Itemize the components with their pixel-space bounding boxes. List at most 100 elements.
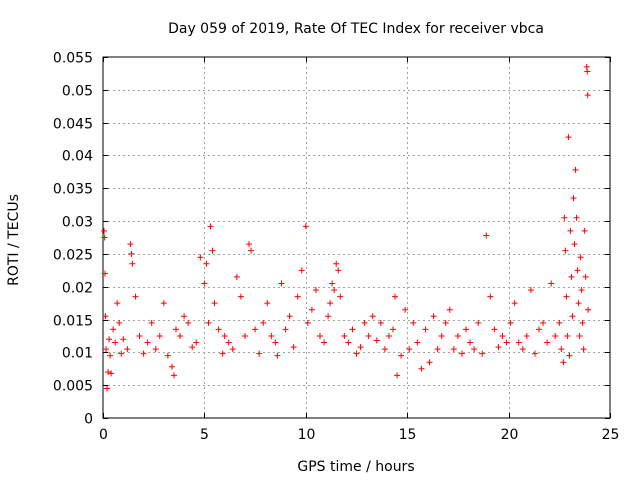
data-points (101, 63, 592, 392)
data-point (414, 339, 421, 346)
data-point (467, 339, 474, 346)
data-point (577, 254, 584, 261)
data-point (487, 293, 494, 300)
data-point (221, 332, 228, 339)
data-point (256, 350, 263, 357)
data-point (337, 293, 344, 300)
data-point (335, 267, 342, 274)
data-point (373, 337, 380, 344)
data-point (558, 346, 565, 353)
data-point (106, 336, 113, 343)
data-point (569, 313, 576, 320)
data-point (571, 241, 578, 248)
data-point (390, 326, 397, 333)
data-point (327, 300, 334, 307)
data-point (298, 267, 305, 274)
y-tick-labels: 0 0.005 0.01 0.015 0.02 0.025 0.03 0.035 0.04 0.0… (53, 51, 93, 428)
data-point (442, 319, 449, 326)
y-tick-label: 0.025 (53, 248, 93, 264)
x-tick-labels: 0 5 10 15 20 25 (99, 427, 619, 443)
data-point (189, 344, 196, 351)
data-point (116, 319, 123, 326)
data-point (536, 326, 543, 333)
y-tick-label: 0.03 (62, 215, 93, 231)
data-point (527, 287, 534, 294)
data-point (361, 319, 368, 326)
data-point (353, 350, 360, 357)
y-tick-label: 0.015 (53, 314, 93, 330)
data-point (294, 293, 301, 300)
data-point (233, 273, 240, 280)
y-tick-label: 0.04 (62, 149, 93, 165)
data-point (104, 385, 111, 392)
x-tick-label: 5 (200, 427, 209, 443)
data-point (499, 332, 506, 339)
data-point (114, 300, 121, 307)
data-point (402, 306, 409, 313)
data-point (568, 273, 575, 280)
data-point (573, 214, 580, 221)
data-point (312, 287, 319, 294)
data-point (329, 280, 336, 287)
data-point (304, 319, 311, 326)
data-point (345, 339, 352, 346)
data-point (173, 326, 180, 333)
data-point (562, 247, 569, 254)
data-point (274, 352, 281, 359)
data-point (118, 350, 125, 357)
data-point (454, 332, 461, 339)
data-point (564, 332, 571, 339)
y-tick-label: 0.045 (53, 117, 93, 133)
data-point (503, 339, 510, 346)
data-point (430, 313, 437, 320)
data-point (574, 267, 581, 274)
data-point (556, 319, 563, 326)
x-tick-label: 15 (399, 427, 417, 443)
data-point (170, 372, 177, 379)
data-point (434, 346, 441, 353)
data-point (581, 227, 588, 234)
data-point (580, 346, 587, 353)
data-point (225, 339, 232, 346)
data-point (197, 254, 204, 261)
data-point (185, 319, 192, 326)
data-point (410, 319, 417, 326)
data-point (519, 346, 526, 353)
data-point (205, 319, 212, 326)
data-point (193, 339, 200, 346)
y-tick-label: 0.02 (62, 281, 93, 297)
data-point (446, 306, 453, 313)
data-point (475, 319, 482, 326)
data-point (102, 313, 109, 320)
data-point (471, 346, 478, 353)
x-tick-label: 10 (298, 427, 316, 443)
data-point (164, 352, 171, 359)
y-tick-label: 0.035 (53, 182, 93, 198)
data-point (272, 339, 279, 346)
data-point (418, 365, 425, 372)
data-point (112, 339, 119, 346)
y-tick-label: 0.05 (62, 84, 93, 100)
data-point (583, 63, 590, 70)
data-point (290, 344, 297, 351)
data-point (479, 350, 486, 357)
data-point (426, 359, 433, 366)
data-point (308, 306, 315, 313)
data-point (215, 326, 222, 333)
data-point (331, 287, 338, 294)
data-point (101, 234, 108, 241)
data-point (458, 350, 465, 357)
data-point (248, 247, 255, 254)
data-point (203, 260, 210, 267)
x-tick-label: 20 (501, 427, 519, 443)
data-point (124, 346, 131, 353)
data-point (108, 370, 115, 377)
grid-lines (103, 57, 610, 418)
data-point (181, 313, 188, 320)
data-point (107, 352, 114, 359)
data-point (523, 332, 530, 339)
data-point (252, 326, 259, 333)
data-point (570, 195, 577, 202)
data-point (168, 363, 175, 370)
